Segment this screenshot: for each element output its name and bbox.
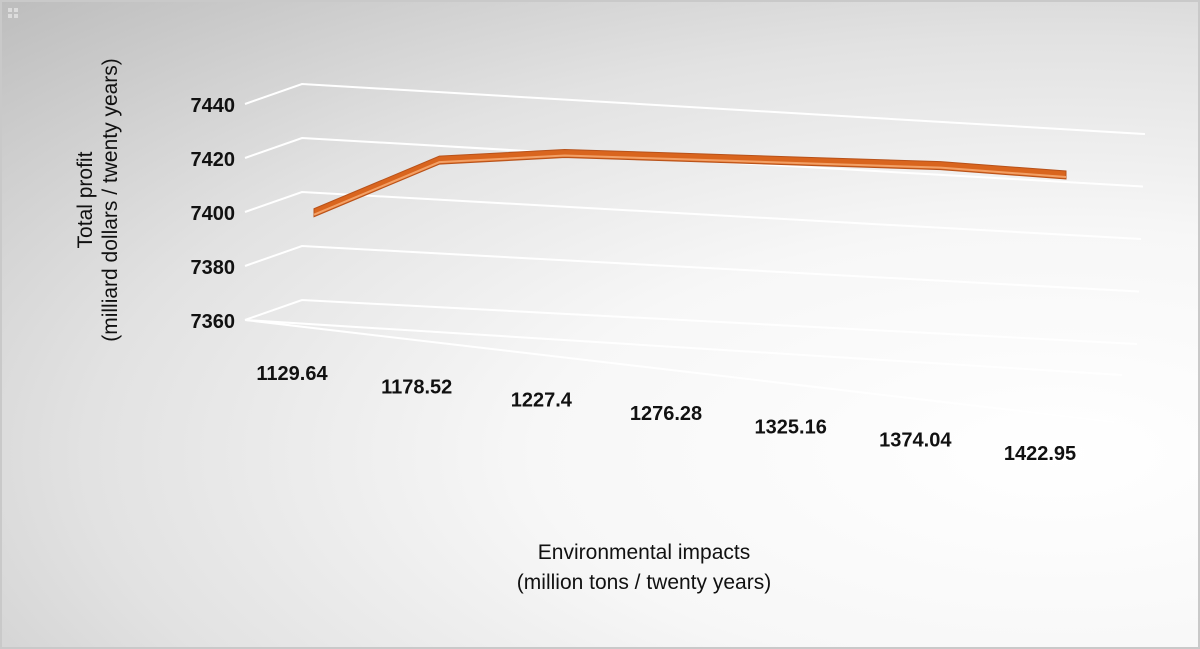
y-tick-7420: 7420	[191, 149, 236, 171]
gridline-7420	[244, 136, 1144, 188]
series-ribbon-highlight	[313, 154, 1067, 216]
floor-line-1	[244, 319, 1123, 376]
x-tick-labels: 1129.64 1178.52 1227.4 1276.28 1325.16 1374.0…	[256, 363, 1076, 465]
gridlines	[244, 82, 1146, 423]
floor-line-0	[244, 319, 1115, 423]
gridline-7380	[244, 244, 1140, 293]
x-tick-1178.52: 1178.52	[381, 376, 452, 398]
y-tick-7380: 7380	[191, 257, 236, 279]
data-ribbon	[313, 148, 1067, 218]
x-axis-title-line1: Environmental impacts	[537, 541, 751, 564]
x-axis-title: Environmental impacts (million tons / tw…	[517, 538, 771, 598]
x-tick-1227.4: 1227.4	[511, 390, 573, 412]
x-tick-1276.28: 1276.28	[630, 403, 702, 425]
x-tick-1422.95: 1422.95	[1004, 443, 1076, 465]
x-tick-1374.04: 1374.04	[879, 430, 952, 452]
gridline-7360	[244, 298, 1138, 345]
x-tick-1325.16: 1325.16	[755, 416, 827, 438]
y-tick-7400: 7400	[191, 203, 236, 225]
y-tick-7440: 7440	[191, 95, 236, 117]
gridline-7440	[244, 82, 1146, 135]
corner-grip-icon	[8, 8, 22, 18]
x-tick-1129.64: 1129.64	[256, 363, 328, 385]
x-axis-title-line2: (million tons / twenty years)	[516, 571, 772, 594]
y-tick-labels: 7360 7380 7400 7420 7440	[191, 95, 236, 333]
y-tick-7360: 7360	[191, 311, 236, 333]
gridline-7400	[244, 190, 1142, 240]
